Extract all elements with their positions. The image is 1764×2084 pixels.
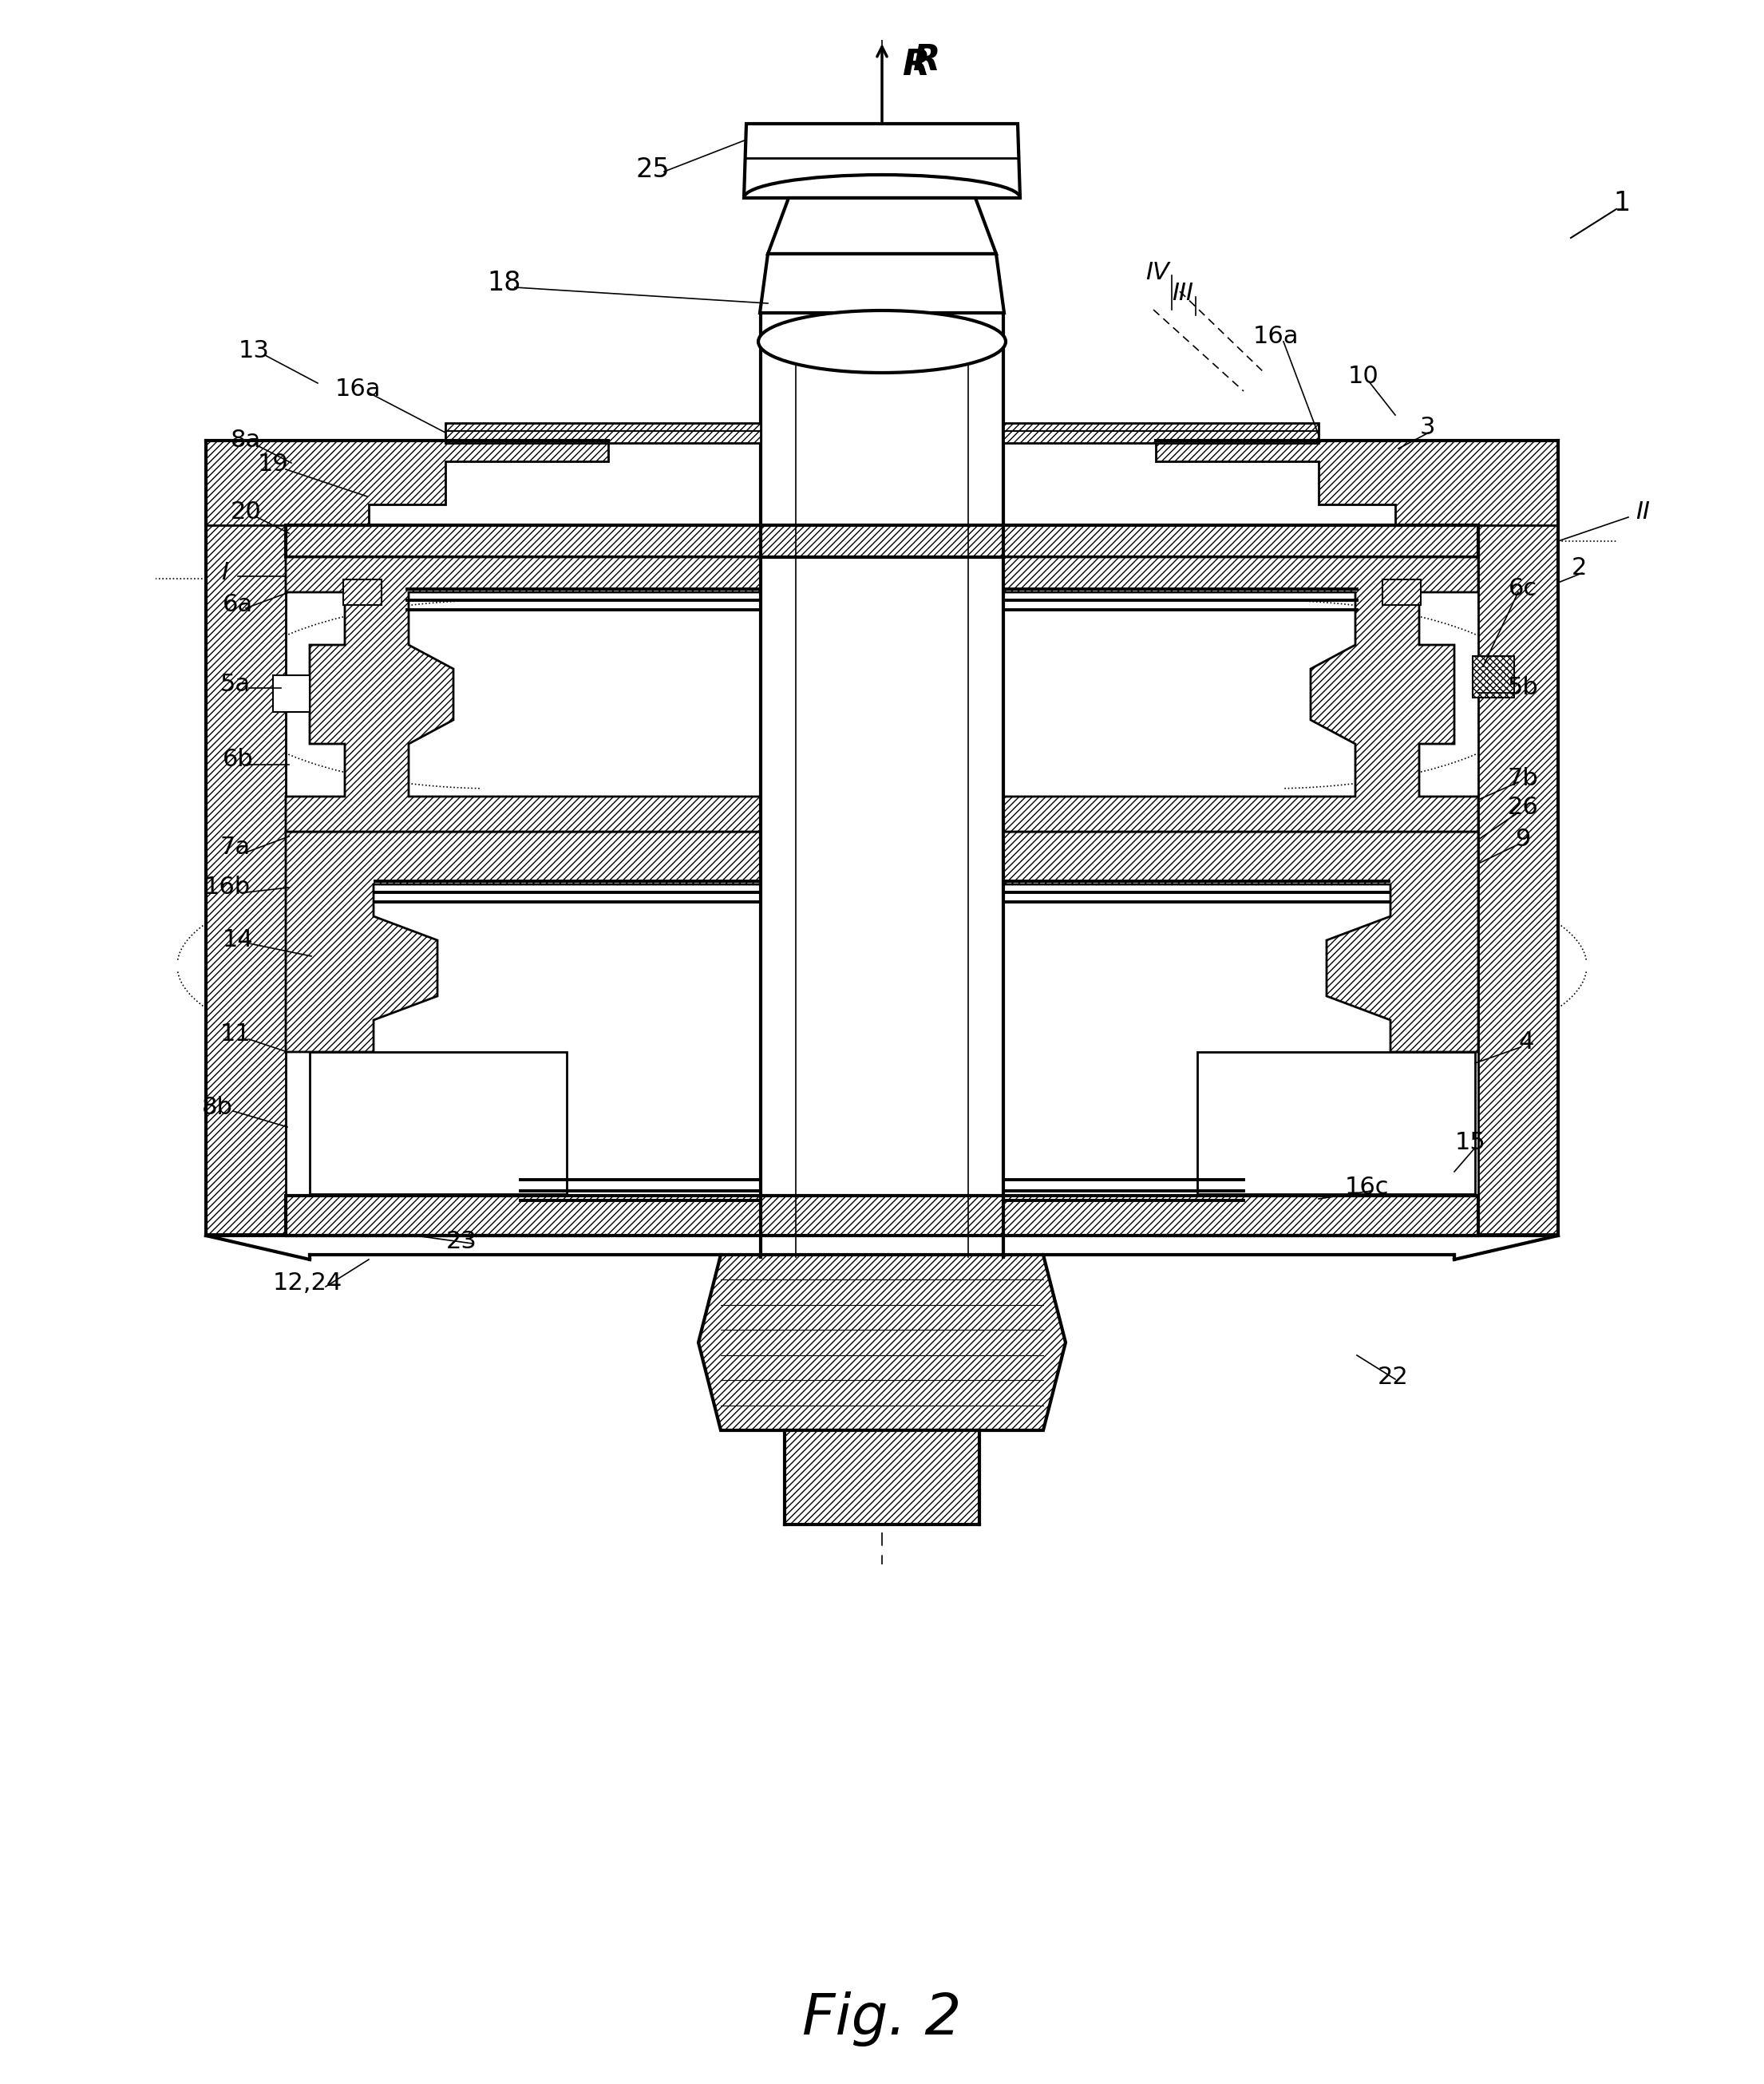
Text: 5a: 5a bbox=[220, 673, 250, 696]
Bar bbox=[312, 1055, 563, 1190]
Text: 25: 25 bbox=[635, 156, 670, 183]
Text: 13: 13 bbox=[238, 340, 270, 363]
Polygon shape bbox=[344, 579, 381, 604]
Bar bbox=[1201, 1055, 1471, 1190]
Text: 16a: 16a bbox=[1252, 325, 1298, 348]
Bar bbox=[1473, 656, 1514, 698]
Text: 26: 26 bbox=[1508, 796, 1538, 819]
Polygon shape bbox=[286, 832, 760, 1052]
Text: 16a: 16a bbox=[335, 377, 381, 400]
Text: 8a: 8a bbox=[231, 429, 261, 452]
Text: I: I bbox=[222, 561, 229, 586]
Text: 8b: 8b bbox=[201, 1096, 233, 1119]
Text: 16b: 16b bbox=[205, 875, 250, 898]
Text: R: R bbox=[901, 48, 930, 83]
Text: 18: 18 bbox=[487, 271, 522, 296]
Text: 5b: 5b bbox=[1508, 677, 1538, 700]
Text: 19: 19 bbox=[258, 452, 289, 475]
Polygon shape bbox=[767, 198, 997, 254]
Bar bbox=[1198, 1052, 1475, 1194]
Text: 3: 3 bbox=[1420, 415, 1434, 438]
Text: 9: 9 bbox=[1515, 827, 1531, 850]
Polygon shape bbox=[1004, 556, 1478, 832]
Text: 14: 14 bbox=[222, 929, 254, 952]
Bar bbox=[1478, 525, 1558, 1234]
Text: 23: 23 bbox=[446, 1230, 476, 1252]
Polygon shape bbox=[206, 440, 609, 609]
Text: IV: IV bbox=[1145, 260, 1170, 286]
Bar bbox=[273, 675, 310, 713]
Polygon shape bbox=[760, 254, 1004, 313]
Polygon shape bbox=[699, 1255, 1065, 1430]
Bar bbox=[785, 1430, 979, 1525]
Text: 6a: 6a bbox=[222, 594, 252, 617]
Bar bbox=[310, 1052, 566, 1194]
Polygon shape bbox=[286, 556, 760, 832]
Text: II: II bbox=[1635, 500, 1649, 523]
Polygon shape bbox=[1155, 440, 1558, 609]
Text: Fig. 2: Fig. 2 bbox=[803, 1992, 961, 2046]
Text: III: III bbox=[1171, 281, 1194, 304]
Text: 10: 10 bbox=[1348, 365, 1379, 388]
Text: R: R bbox=[912, 44, 940, 77]
Polygon shape bbox=[445, 423, 760, 444]
Bar bbox=[286, 525, 1478, 556]
Bar bbox=[206, 525, 286, 1234]
Ellipse shape bbox=[759, 311, 1005, 373]
Polygon shape bbox=[1004, 423, 1319, 444]
Polygon shape bbox=[1383, 579, 1420, 604]
Text: 7a: 7a bbox=[220, 836, 250, 859]
Text: 15: 15 bbox=[1455, 1132, 1485, 1155]
Text: 16c: 16c bbox=[1344, 1175, 1388, 1198]
Text: 1: 1 bbox=[1614, 190, 1630, 217]
Polygon shape bbox=[744, 123, 1020, 198]
Polygon shape bbox=[1004, 832, 1478, 1052]
Text: 7b: 7b bbox=[1508, 767, 1538, 790]
Text: 20: 20 bbox=[231, 500, 261, 523]
Text: 2: 2 bbox=[1572, 556, 1586, 579]
Text: 22: 22 bbox=[1378, 1365, 1408, 1388]
Text: 12,24: 12,24 bbox=[272, 1271, 342, 1294]
Text: 4: 4 bbox=[1519, 1029, 1535, 1052]
Bar bbox=[762, 313, 1002, 1259]
Text: 6b: 6b bbox=[222, 748, 254, 771]
Text: 6c: 6c bbox=[1508, 577, 1538, 600]
Text: 11: 11 bbox=[220, 1021, 250, 1046]
Bar bbox=[286, 1196, 1478, 1236]
